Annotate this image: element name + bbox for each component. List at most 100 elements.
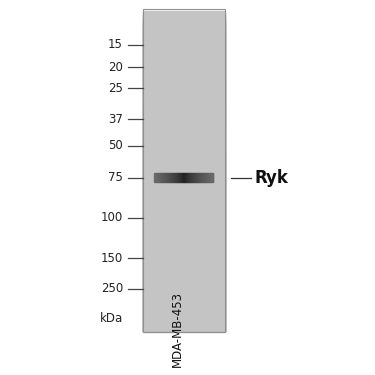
Bar [142,121,225,330]
Bar [142,311,225,331]
Bar [142,201,225,330]
Bar [142,243,225,330]
Bar [142,211,225,330]
Bar [164,173,165,183]
Bar [142,48,225,329]
Bar [186,173,187,183]
Bar [142,269,225,330]
Bar [142,96,225,330]
Bar [142,137,225,330]
Bar [142,219,225,330]
Bar [207,173,208,183]
Bar [142,161,225,330]
Bar [142,103,225,330]
Bar [142,276,225,330]
Bar [142,88,225,330]
Bar [194,173,195,183]
Bar [210,173,211,183]
Bar [178,173,179,183]
Bar [142,310,225,331]
Bar [142,33,225,329]
Bar [142,303,225,331]
Bar [142,176,225,330]
Bar [142,79,225,330]
Bar [166,173,167,183]
Text: 37: 37 [108,112,123,126]
Bar [142,19,225,329]
Bar [142,200,225,330]
Bar [168,173,169,183]
Bar [142,45,225,329]
Bar [142,68,225,330]
Text: 25: 25 [108,82,123,95]
Bar [177,173,178,183]
Bar [142,114,225,330]
Bar [142,11,225,329]
Bar [142,187,225,330]
Bar [142,148,225,330]
Bar [197,173,198,183]
Bar [142,182,225,330]
Bar [142,51,225,329]
Bar [142,22,225,329]
Bar [142,266,225,330]
Bar [142,58,225,329]
Bar [142,74,225,330]
Bar [203,173,204,183]
Bar [142,268,225,330]
Bar [188,173,189,183]
Bar [142,169,225,330]
Bar [142,21,225,329]
Bar [142,329,225,331]
Bar [142,227,225,330]
Bar [198,173,199,183]
Bar [142,331,225,332]
Bar [142,221,225,330]
Bar [142,14,225,329]
Bar [142,318,225,331]
Bar [142,17,225,329]
Bar [142,63,225,330]
Bar [142,84,225,330]
Bar [142,222,225,330]
Bar [142,287,225,331]
Bar [142,127,225,330]
Bar [142,297,225,331]
Bar [142,326,225,331]
Bar [142,35,225,329]
Bar [142,126,225,330]
Bar [182,173,183,183]
Bar [142,250,225,330]
Bar [196,173,197,183]
Bar [142,98,225,330]
Bar [142,179,225,330]
Bar [142,70,225,330]
Bar [167,173,168,183]
Bar [189,173,190,183]
Bar [142,185,225,330]
Bar [193,173,194,183]
Bar [142,234,225,330]
Bar [142,273,225,330]
Bar [165,173,166,183]
Bar [154,173,155,183]
Bar [142,313,225,331]
Bar [200,173,201,183]
Bar [142,12,225,329]
Bar [159,173,160,183]
Bar [142,117,225,330]
Bar [142,289,225,331]
Bar [142,159,225,330]
Bar [142,108,225,330]
Bar [142,189,225,330]
Bar [142,231,225,330]
Bar [204,173,205,183]
Bar [142,28,225,329]
Bar [142,208,225,330]
Bar [174,173,175,183]
Bar [142,214,225,330]
Bar [180,173,181,183]
Bar [205,173,206,183]
Bar [206,173,207,183]
Bar [185,173,186,183]
